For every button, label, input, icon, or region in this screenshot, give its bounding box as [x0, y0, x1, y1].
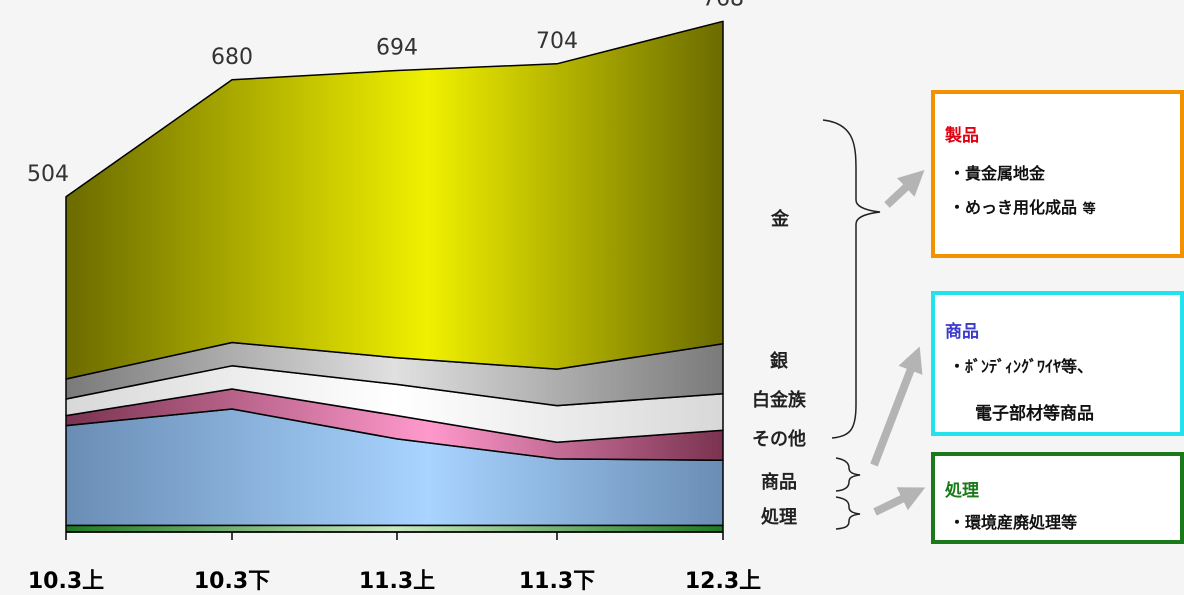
area-series-0	[65, 524, 724, 533]
arrow-to-processing	[873, 487, 926, 516]
label-pgm: 白金族	[752, 389, 807, 411]
brace-gold-to-other	[822, 119, 881, 439]
processing-title: 処理	[945, 481, 979, 501]
products-box: 製品 ・貴金属地金 ・めっき用化成品 等	[931, 90, 1184, 258]
x-tick-label: 11.3下	[519, 569, 595, 594]
x-tick-label: 10.3上	[28, 569, 104, 594]
total-label: 768	[702, 0, 744, 11]
x-tick-label: 11.3上	[359, 569, 435, 594]
label-processing: 処理	[761, 506, 797, 528]
products-line-2: ・めっき用化成品 等	[949, 194, 1096, 218]
merchandise-line-1: ・ﾎﾞﾝﾃﾞｨﾝｸﾞﾜｲﾔ等、	[949, 357, 1094, 376]
total-label: 680	[211, 45, 253, 70]
area-series-5	[65, 20, 724, 380]
merchandise-line-2: 電子部材等商品	[975, 404, 1094, 424]
label-other: その他	[752, 428, 806, 450]
merchandise-title: 商品	[945, 322, 979, 342]
x-tick-label: 12.3上	[685, 569, 761, 594]
label-goods: 商品	[761, 471, 797, 493]
products-line-2-suffix: 等	[1082, 202, 1096, 217]
products-title: 製品	[945, 126, 979, 146]
merchandise-box: 商品 ・ﾎﾞﾝﾃﾞｨﾝｸﾞﾜｲﾔ等、 電子部材等商品	[931, 291, 1184, 436]
arrow-to-products	[884, 170, 925, 208]
label-silver: 銀	[770, 350, 788, 372]
total-label: 704	[536, 29, 578, 54]
total-label: 504	[27, 162, 69, 187]
processing-line-1: ・環境産廃処理等	[949, 513, 1078, 532]
x-tick-label: 10.3下	[194, 569, 270, 594]
brace-processing	[835, 496, 861, 530]
arrow-to-merchandise	[870, 346, 923, 467]
total-label: 694	[376, 35, 418, 60]
processing-box: 処理 ・環境産廃処理等	[931, 452, 1184, 544]
products-line-2-text: ・めっき用化成品	[949, 198, 1078, 217]
products-line-1: ・貴金属地金	[949, 164, 1046, 183]
brace-goods	[835, 457, 861, 492]
label-gold: 金	[770, 208, 790, 230]
